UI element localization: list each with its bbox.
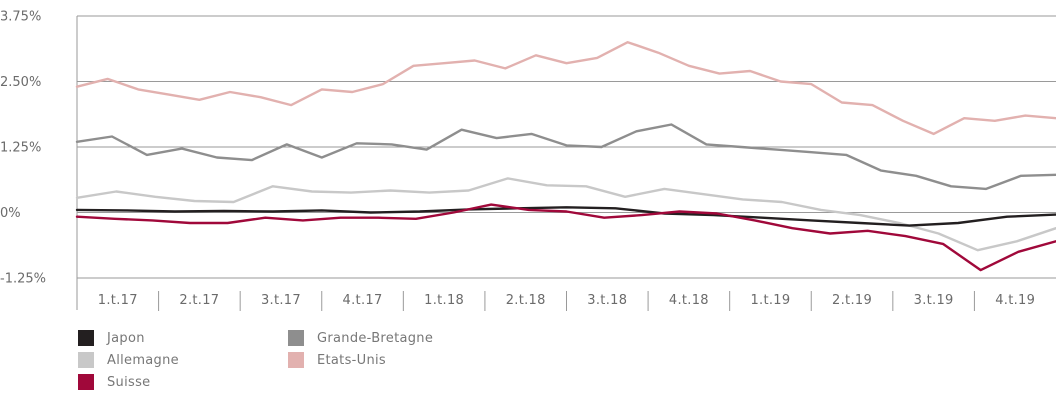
legend-label: Etats-Unis (317, 352, 386, 368)
legend-label: Suisse (107, 374, 151, 390)
legend: Japon Allemagne Suisse Grande-Bretagne E… (78, 328, 678, 394)
series-line-etats-unis (75, 41, 1056, 136)
legend-item-suisse: Suisse (78, 372, 150, 392)
line-chart: 3.75% 2.50% 1.25% 0% -1.25% 1.t.17 2.t.17 3.t.… (0, 10, 1056, 311)
x-tick-label: 3.t.17 (261, 293, 301, 308)
series-lines (75, 41, 1056, 272)
x-tick-label: 2.t.19 (832, 293, 872, 308)
x-tick-label: 3.t.19 (914, 293, 954, 308)
legend-item-japon: Japon (78, 328, 145, 348)
x-axis: 1.t.17 2.t.17 3.t.17 4.t.17 1.t.18 2.t.18 3.t.… (98, 291, 1035, 311)
y-tick-label: 0% (0, 206, 21, 221)
x-tick-label: 2.t.17 (179, 293, 219, 308)
series-line-grande-bretagne (75, 123, 1056, 191)
x-tick-label: 3.t.18 (587, 293, 627, 308)
legend-swatch (78, 330, 94, 346)
series-line-allemagne (75, 177, 1056, 252)
series-line-suisse (75, 203, 1056, 272)
x-tick-label: 4.t.17 (343, 293, 383, 308)
x-tick-label: 2.t.18 (506, 293, 546, 308)
x-tick-label: 1.t.19 (750, 293, 790, 308)
legend-swatch (78, 374, 94, 390)
legend-item-allemagne: Allemagne (78, 350, 179, 370)
legend-label: Grande-Bretagne (317, 330, 434, 346)
series-line-japon (75, 206, 1056, 227)
y-tick-label: -1.25% (0, 272, 46, 287)
y-tick-label: 1.25% (0, 141, 41, 156)
y-axis-labels: 3.75% 2.50% 1.25% 0% -1.25% (0, 10, 46, 287)
legend-item-grande-bretagne: Grande-Bretagne (288, 328, 433, 348)
legend-label: Japon (107, 330, 145, 346)
legend-label: Allemagne (107, 352, 179, 368)
x-tick-label: 4.t.18 (669, 293, 709, 308)
legend-swatch (288, 330, 304, 346)
y-tick-label: 3.75% (0, 10, 41, 25)
x-tick-label: 1.t.18 (424, 293, 464, 308)
legend-swatch (78, 352, 94, 368)
y-tick-label: 2.50% (0, 75, 41, 90)
gridlines (76, 15, 1056, 310)
x-tick-label: 4.t.19 (995, 293, 1035, 308)
x-tick-label: 1.t.17 (98, 293, 138, 308)
legend-swatch (288, 352, 304, 368)
legend-item-etats-unis: Etats-Unis (288, 350, 386, 370)
